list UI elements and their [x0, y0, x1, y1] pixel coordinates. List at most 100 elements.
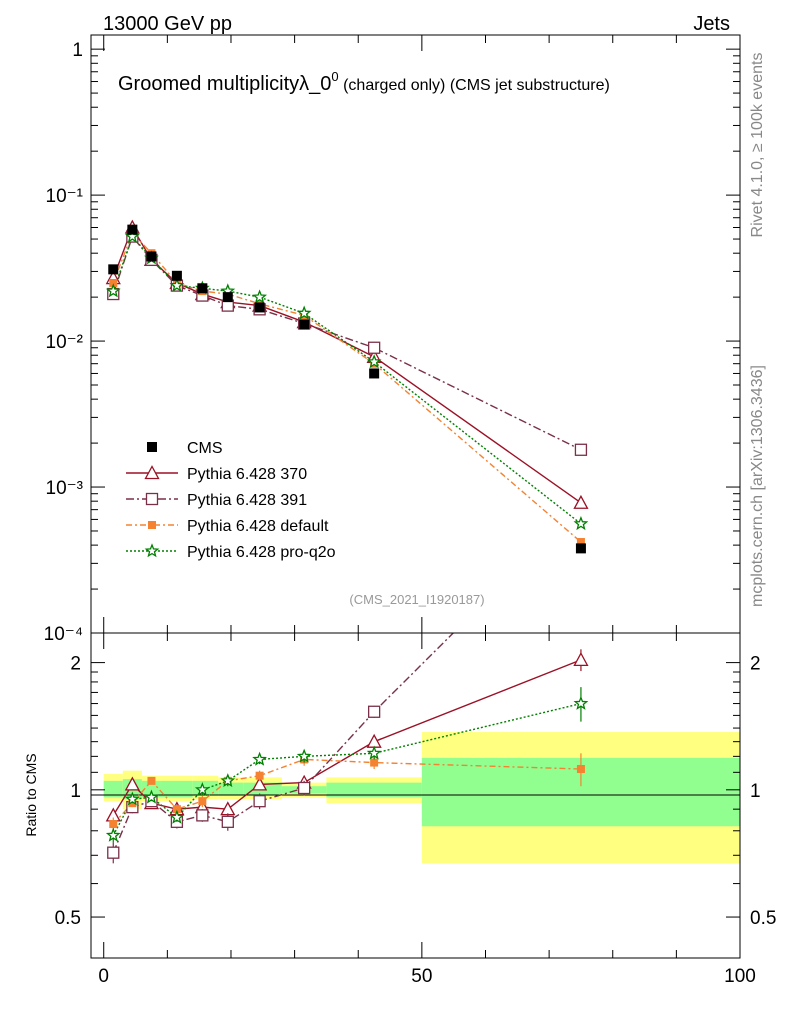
- ratio-line-pythia-6-428-default: [112, 758, 581, 825]
- x-tick-label: 50: [411, 966, 432, 987]
- band-green: [103, 780, 123, 798]
- x-tick-label: 100: [724, 966, 756, 987]
- point-pythia-6-428-391: [367, 341, 381, 354]
- point-pythia-6-428-default: [109, 278, 118, 287]
- legend-label-pythia-6-428-391: Pythia 6.428 391: [187, 492, 307, 509]
- legend-marker-pythia-6-428-default: [148, 521, 156, 529]
- ratio-point-pythia-6-428-pro-q2o: [296, 748, 312, 763]
- ratio-y-tick-label-right: 0.5: [750, 908, 776, 929]
- ratio-point-pythia-6-428-pro-q2o: [366, 745, 382, 760]
- ratio-y-tick-label: 0.5: [55, 908, 81, 929]
- legend-label-cms: CMS: [187, 440, 223, 457]
- main-y-tick-label: 10⁻³: [46, 478, 84, 499]
- ratio-point-pythia-6-428-391: [253, 795, 266, 808]
- band-green: [326, 782, 422, 798]
- plot-title-main: Groomed multiplicityλ_0: [118, 73, 331, 95]
- rivet-label: Rivet 4.1.0, ≥ 100k events: [749, 53, 766, 238]
- cms-data-point: [369, 368, 380, 379]
- ratio-series-lines: [112, 633, 582, 853]
- ratio-point-pythia-6-428-pro-q2o: [573, 695, 589, 710]
- point-pythia-6-428-370: [573, 494, 589, 509]
- ratio-y-tick-label: 2: [70, 654, 81, 675]
- band-green: [141, 780, 161, 798]
- cms-data-point: [108, 264, 119, 275]
- x-tick-label: 0: [98, 966, 109, 987]
- cms-data-point: [127, 224, 138, 235]
- ratio-y-label: Ratio to CMS: [23, 753, 39, 836]
- point-pythia-6-428-391: [574, 443, 588, 456]
- ratio-line-pythia-6-428-391: [112, 633, 455, 853]
- legend-marker-pythia-6-428-pro-q2o: [144, 543, 160, 558]
- ratio-point-pythia-6-428-pro-q2o: [169, 809, 185, 824]
- legend-label-pythia-6-428-default: Pythia 6.428 default: [187, 518, 329, 535]
- main-y-tick-label: 10⁻¹: [46, 186, 84, 207]
- band-green: [160, 780, 193, 798]
- ratio-point-pythia-6-428-default: [198, 797, 207, 806]
- ratio-series-markers: [105, 649, 589, 864]
- cms-data-point: [146, 251, 157, 262]
- cms-data-point: [254, 302, 265, 313]
- point-pythia-6-428-pro-q2o: [105, 283, 121, 298]
- point-pythia-6-428-pro-q2o: [169, 277, 185, 292]
- ratio-point-pythia-6-428-391: [367, 705, 381, 718]
- main-y-tick-label: 10⁻⁴: [44, 624, 83, 645]
- plot-title-tail: (charged only) (CMS jet substructure): [339, 77, 610, 94]
- ratio-point-pythia-6-428-default: [576, 765, 585, 774]
- cms-data-point: [222, 292, 233, 303]
- line-pythia-6-428-370: [112, 225, 582, 504]
- ratio-y-tick-label-right: 2: [750, 654, 761, 675]
- ratio-point-pythia-6-428-391: [196, 809, 209, 822]
- legend-marker-cms: [147, 442, 157, 452]
- cms-data-point: [197, 283, 208, 294]
- point-pythia-6-428-pro-q2o: [366, 354, 382, 369]
- main-series-markers: [105, 219, 589, 547]
- ratio-point-pythia-6-428-pro-q2o: [220, 773, 236, 788]
- ratio-point-pythia-6-428-370: [252, 776, 268, 791]
- ratio-point-pythia-6-428-default: [147, 776, 156, 785]
- ratio-point-pythia-6-428-default: [172, 805, 181, 814]
- mcplots-label: mcplots.cern.ch [arXiv:1306.3436]: [749, 365, 766, 607]
- ratio-point-pythia-6-428-default: [255, 771, 264, 780]
- ratio-point-pythia-6-428-391: [221, 815, 234, 828]
- legend-marker-pythia-6-428-370: [144, 465, 160, 480]
- plot-title: Groomed multiplicityλ_00 (charged only) …: [118, 69, 610, 95]
- ratio-point-pythia-6-428-pro-q2o: [252, 751, 268, 766]
- main-y-axis: 1 10⁻¹ 10⁻² 10⁻³ 10⁻⁴: [44, 40, 740, 645]
- ratio-y-tick-label-right: 1: [750, 781, 761, 802]
- main-y-tick-label: 10⁻²: [46, 332, 84, 353]
- cms-data-markers: [108, 224, 586, 554]
- ratio-frame: [90, 632, 741, 959]
- ratio-point-pythia-6-428-default: [109, 820, 118, 829]
- process-label: Jets: [693, 13, 730, 35]
- point-pythia-6-428-pro-q2o: [252, 289, 268, 304]
- energy-label: 13000 GeV pp: [103, 13, 232, 35]
- point-pythia-6-428-pro-q2o: [573, 516, 589, 531]
- ratio-point-pythia-6-428-pro-q2o: [144, 789, 159, 804]
- legend-label-pythia-6-428-370: Pythia 6.428 370: [187, 466, 307, 483]
- cms-data-point: [299, 319, 310, 330]
- legend-marker-pythia-6-428-391: [145, 492, 159, 506]
- ratio-y-axis: 0.5 0.5 1 1 2 2: [55, 654, 777, 929]
- ratio-point-pythia-6-428-391: [107, 846, 120, 859]
- legend: CMS Pythia 6.428 370 Pythia 6.428 391 Pythi…: [126, 440, 336, 561]
- ratio-point-pythia-6-428-pro-q2o: [105, 827, 121, 842]
- line-pythia-6-428-pro-q2o: [112, 235, 582, 525]
- line-pythia-6-428-default: [112, 231, 582, 543]
- cms-data-point: [575, 543, 586, 554]
- ratio-point-pythia-6-428-370: [124, 776, 140, 791]
- main-y-tick-label: 1: [72, 40, 83, 61]
- ratio-point-pythia-6-428-default: [370, 758, 379, 767]
- point-pythia-6-428-pro-q2o: [296, 305, 312, 320]
- ratio-y-tick-label: 1: [70, 781, 81, 802]
- analysis-id: (CMS_2021_I1920187): [349, 592, 484, 607]
- ratio-point-pythia-6-428-pro-q2o: [124, 791, 140, 806]
- ratio-point-pythia-6-428-391: [298, 781, 311, 795]
- cms-data-point: [171, 270, 182, 281]
- ratio-point-pythia-6-428-370: [573, 652, 589, 667]
- plot-title-sup: 0: [331, 69, 338, 84]
- ratio-line-pythia-6-428-370: [112, 659, 582, 816]
- legend-label-pythia-6-428-pro-q2o: Pythia 6.428 pro-q2o: [187, 544, 336, 561]
- point-pythia-6-428-default: [576, 538, 585, 547]
- ratio-point-pythia-6-428-pro-q2o: [194, 782, 210, 797]
